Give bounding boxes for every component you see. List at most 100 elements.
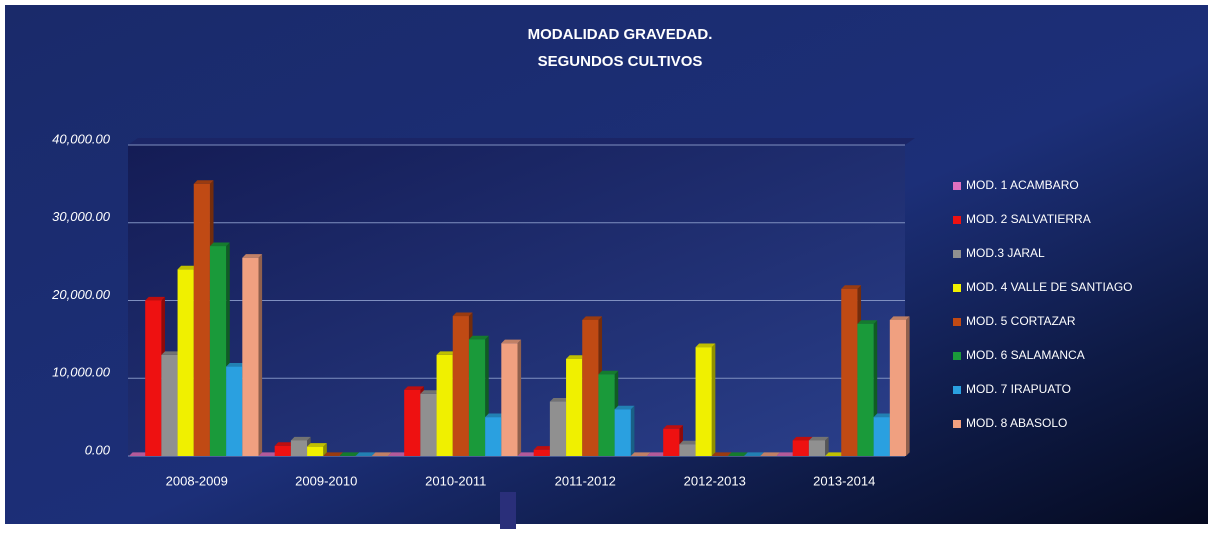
x-tick-label: 2010-2011 — [425, 473, 486, 488]
bar — [161, 354, 178, 456]
y-tick-label: 30,000.00 — [52, 209, 111, 224]
bar-top — [841, 285, 862, 289]
bar — [598, 374, 615, 456]
bar — [420, 393, 437, 456]
chart-title: SEGUNDOS CULTIVOS — [538, 53, 703, 70]
bar — [695, 347, 712, 456]
bar-top — [598, 370, 619, 375]
bar-top — [727, 452, 748, 456]
bar-top — [647, 452, 667, 456]
chart-title: MODALIDAD GRAVEDAD. — [528, 26, 713, 43]
bar-top — [857, 320, 878, 324]
bar — [193, 183, 210, 456]
legend-swatch — [953, 386, 961, 394]
y-tick-label: 40,000.00 — [52, 131, 111, 146]
bar-top — [355, 452, 376, 456]
legend-swatch — [953, 250, 961, 258]
bar-top — [663, 425, 683, 429]
bar-top — [614, 405, 635, 410]
bar-side — [517, 339, 522, 456]
bar — [226, 366, 243, 456]
bar-top — [177, 265, 198, 270]
bar-top — [695, 343, 716, 348]
bar-top — [290, 436, 311, 441]
x-tick-label: 2008-2009 — [166, 473, 228, 488]
y-tick-label: 0.00 — [85, 442, 111, 457]
bar-top — [209, 242, 230, 247]
bar-top — [161, 351, 182, 355]
bar-top — [566, 355, 586, 359]
bar-top — [242, 254, 263, 258]
bar — [209, 246, 227, 456]
x-tick-label: 2013-2014 — [813, 473, 875, 488]
bar-top — [420, 390, 441, 394]
bar-top — [501, 339, 522, 344]
decoration — [500, 492, 516, 529]
bar-side — [258, 254, 263, 456]
x-tick-label: 2009-2010 — [295, 473, 357, 488]
y-tick-label: 10,000.00 — [52, 365, 111, 380]
bar — [679, 444, 696, 456]
legend-label: MOD. 6 SALAMANCA — [966, 348, 1085, 362]
bar — [145, 300, 162, 456]
bar-top — [307, 443, 327, 447]
bar — [290, 440, 308, 456]
bar — [404, 389, 421, 456]
bar-side — [711, 343, 716, 456]
bar — [242, 257, 259, 456]
bar-top — [549, 397, 570, 402]
bar — [452, 316, 469, 456]
bar-top — [630, 452, 651, 456]
bar — [808, 440, 826, 456]
bar-top — [517, 452, 538, 456]
bar-top — [404, 386, 424, 390]
bar — [485, 417, 502, 456]
bar-top — [679, 440, 700, 445]
bar — [177, 269, 194, 456]
legend-swatch — [953, 318, 961, 326]
bar-top — [323, 452, 344, 456]
bar — [436, 354, 453, 456]
bar-top — [339, 452, 360, 456]
bar — [307, 446, 324, 456]
legend-label: MOD. 2 SALVATIERRA — [966, 212, 1091, 226]
bar-top — [436, 351, 457, 355]
bar-top — [258, 452, 279, 456]
legend-label: MOD. 8 ABASOLO — [966, 416, 1067, 430]
legend-label: MOD. 7 IRAPUATO — [966, 382, 1071, 396]
bar-top — [371, 452, 392, 456]
bar-top — [808, 436, 829, 441]
bar — [873, 417, 890, 456]
legend-swatch — [953, 420, 961, 428]
plot-top — [128, 138, 915, 145]
legend-label: MOD. 5 CORTAZAR — [966, 314, 1076, 328]
bar-top — [468, 335, 489, 340]
bar — [889, 319, 906, 456]
legend-label: MOD. 4 VALLE DE SANTIAGO — [966, 280, 1133, 294]
legend-swatch — [953, 352, 961, 360]
y-tick-label: 20,000.00 — [51, 287, 111, 302]
bar-top — [129, 452, 149, 456]
bar — [792, 440, 809, 456]
bar-side — [906, 316, 910, 456]
bar-top — [452, 312, 473, 317]
legend-label: MOD. 1 ACAMBARO — [966, 178, 1079, 192]
legend-swatch — [953, 216, 961, 224]
legend-swatch — [953, 182, 961, 190]
bar-top — [226, 362, 246, 367]
x-tick-label: 2012-2013 — [684, 473, 746, 488]
bar — [614, 409, 631, 456]
bar-top — [744, 452, 764, 456]
bar-top — [485, 413, 505, 418]
legend-swatch — [953, 284, 961, 292]
bar-top — [388, 452, 408, 456]
bar-top — [582, 316, 603, 320]
bar-top — [274, 442, 295, 446]
bar-side — [323, 443, 327, 456]
bar-top — [792, 436, 813, 441]
bar-top — [825, 452, 845, 456]
legend-label: MOD.3 JARAL — [966, 246, 1045, 260]
bar — [582, 319, 599, 456]
bar-top — [711, 452, 732, 456]
